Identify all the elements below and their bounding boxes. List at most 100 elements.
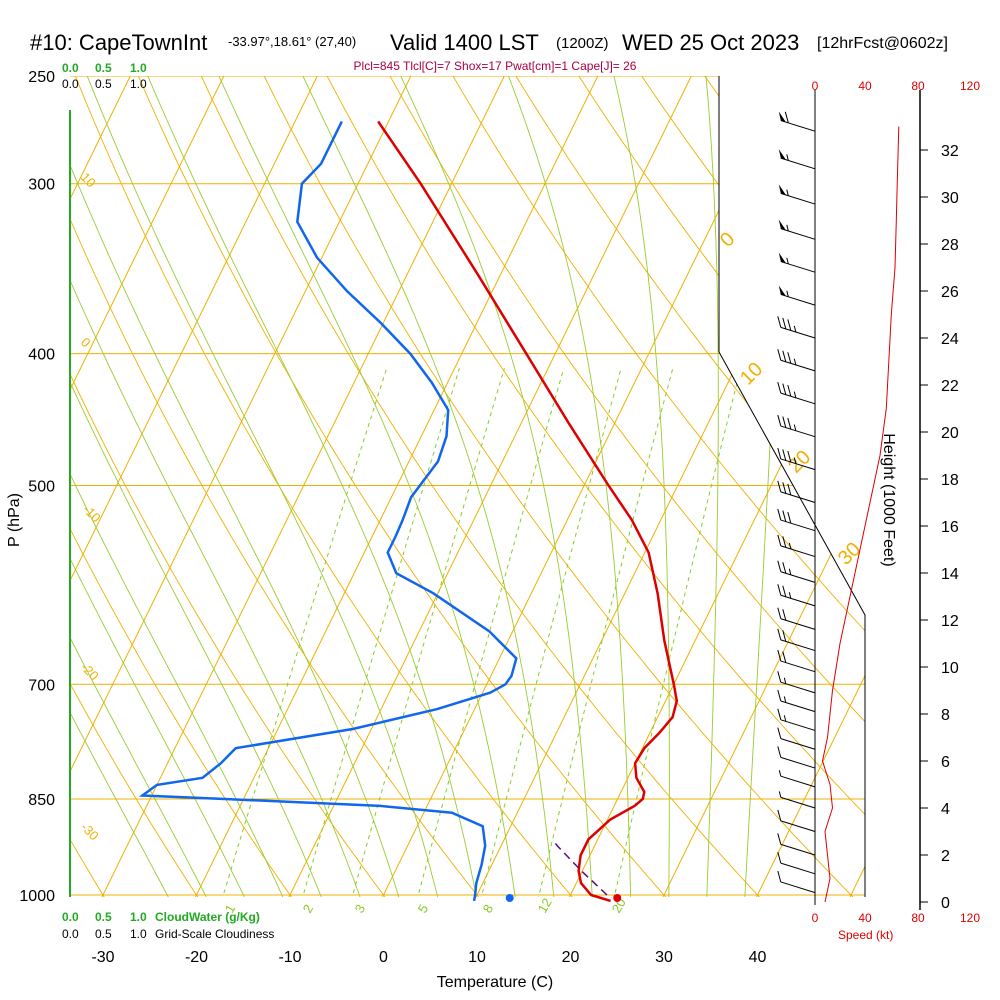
height-tick-label: 24 bbox=[941, 331, 959, 348]
wind-barb-flag bbox=[787, 417, 792, 430]
y-axis-title: P (hPa) bbox=[6, 493, 23, 547]
mixing-ratio-label: 8 bbox=[480, 902, 497, 916]
wind-barb bbox=[780, 545, 816, 558]
speed-tick-label-top: 80 bbox=[911, 79, 925, 93]
pressure-tick-label: 500 bbox=[28, 479, 55, 496]
temperature-tick-label: -20 bbox=[185, 949, 208, 966]
temperature-tick-label: -10 bbox=[278, 949, 301, 966]
dry-adiabat-line bbox=[314, 76, 865, 897]
dewpoint-profile-line bbox=[138, 120, 518, 902]
moist-adiabat-line bbox=[498, 76, 632, 897]
wind-barb-flag bbox=[777, 628, 782, 641]
wind-barb-flag bbox=[782, 651, 787, 663]
isotherm-line bbox=[462, 76, 865, 897]
wind-barb bbox=[780, 458, 816, 471]
mixing-ratio-line bbox=[344, 368, 505, 897]
wind-barb-flag bbox=[777, 870, 782, 883]
dry-adiabat-line bbox=[438, 76, 865, 897]
wind-barb-half-flag bbox=[786, 189, 789, 196]
temperature-tick-label: -30 bbox=[91, 949, 114, 966]
surface-temperature-dot bbox=[613, 894, 622, 902]
wind-barb-half-flag bbox=[778, 791, 782, 798]
moist-adiabat-line bbox=[77, 76, 445, 897]
height-tick-label: 18 bbox=[941, 472, 959, 489]
moist-adiabat-line bbox=[70, 76, 408, 897]
wind-barb bbox=[780, 775, 816, 788]
wind-barb-half-flag bbox=[786, 224, 789, 232]
wind-barb-half-flag bbox=[786, 154, 789, 161]
wind-barb bbox=[780, 796, 816, 809]
speed-tick-label-top: 120 bbox=[960, 79, 980, 93]
isotherm-line bbox=[742, 76, 865, 897]
mixing-ratio-label: 2 bbox=[300, 902, 317, 916]
temperature-tick-label: 40 bbox=[749, 949, 767, 966]
moist-adiabat-line bbox=[70, 76, 370, 897]
cloudwater-label: CloudWater (g/Kg) bbox=[155, 910, 260, 924]
pressure-tick-label: 400 bbox=[28, 347, 55, 364]
wind-barb-flag bbox=[782, 630, 787, 642]
wind-barb bbox=[780, 618, 816, 630]
moist-adiabat-line bbox=[70, 76, 333, 897]
dry-adiabat-line bbox=[563, 76, 865, 897]
wind-barb bbox=[780, 881, 816, 894]
parcel-path-line bbox=[552, 840, 608, 896]
wind-barb bbox=[780, 660, 816, 673]
wind-barb-flag bbox=[782, 350, 787, 362]
height-tick-label: 2 bbox=[941, 848, 950, 865]
moist-adiabat-line bbox=[389, 76, 595, 897]
wind-barb-flag bbox=[777, 809, 782, 821]
mixing-ratio-label: 5 bbox=[415, 902, 432, 916]
dry-adiabat-line bbox=[70, 76, 501, 897]
wind-barb-flag bbox=[782, 609, 787, 621]
wind-barb-half-flag bbox=[793, 424, 797, 431]
wind-barb bbox=[780, 326, 816, 339]
pressure-tick-label: 700 bbox=[28, 677, 55, 694]
valid-date: WED 25 Oct 2023 bbox=[622, 30, 799, 55]
pressure-tick-label: 250 bbox=[28, 69, 55, 86]
wind-barb-pennant bbox=[778, 252, 786, 264]
wind-barb bbox=[780, 756, 816, 769]
x-axis-title: Temperature (C) bbox=[437, 974, 553, 991]
wind-barb-half-flag bbox=[783, 677, 787, 684]
pressure-tick-label: 850 bbox=[28, 792, 55, 809]
wind-barb-flag bbox=[777, 833, 782, 845]
wind-barb-half-flag bbox=[793, 358, 797, 365]
speed-tick-label-bottom: 0 bbox=[812, 911, 819, 925]
height-tick-label: 32 bbox=[941, 143, 959, 160]
temperature-profile-line bbox=[377, 120, 679, 903]
moist-adiabat-line bbox=[137, 76, 483, 897]
cloud-scale-top-black: 0.0 bbox=[62, 77, 79, 91]
moist-adiabat-line bbox=[70, 76, 296, 897]
wind-barb-flag bbox=[777, 349, 782, 361]
wind-barb-flag bbox=[782, 449, 787, 461]
wind-barb-flag bbox=[777, 447, 782, 460]
mixing-ratio-line bbox=[531, 368, 674, 897]
moist-adiabat-line bbox=[291, 76, 557, 897]
temperature-tick-label: 0 bbox=[379, 949, 388, 966]
wind-barb-half-flag bbox=[786, 290, 789, 297]
height-tick-label: 14 bbox=[941, 566, 959, 583]
height-tick-label: 22 bbox=[941, 378, 959, 395]
wind-barb bbox=[780, 425, 816, 438]
wind-barb-flag bbox=[787, 352, 792, 364]
wind-barb bbox=[780, 862, 816, 875]
wind-barb bbox=[780, 738, 816, 750]
height-axis-title: Height (1000 Feet) bbox=[880, 433, 897, 566]
wind-barb-flag bbox=[777, 534, 782, 547]
dry-adiabat-line bbox=[0, 52, 26, 924]
dry-adiabat-line bbox=[70, 76, 216, 897]
moist-adiabat-line bbox=[70, 76, 221, 897]
cloud-scale-top-green: 0.0 bbox=[62, 61, 79, 75]
wind-barb-flag bbox=[777, 649, 782, 662]
cloudiness-label: Grid-Scale Cloudiness bbox=[155, 927, 274, 941]
height-tick-label: 30 bbox=[941, 190, 959, 207]
wind-barb-flag bbox=[777, 414, 782, 427]
wind-barb-pennant bbox=[778, 184, 786, 195]
dry-adiabat-label: 0 bbox=[78, 335, 94, 351]
height-tick-label: 16 bbox=[941, 519, 959, 536]
wind-barb-flag bbox=[787, 450, 792, 463]
cloud-scale-top-green: 0.5 bbox=[95, 61, 112, 75]
dry-adiabat-line bbox=[189, 76, 785, 897]
plot-area bbox=[0, 52, 865, 924]
wind-barb-flag bbox=[777, 727, 782, 739]
